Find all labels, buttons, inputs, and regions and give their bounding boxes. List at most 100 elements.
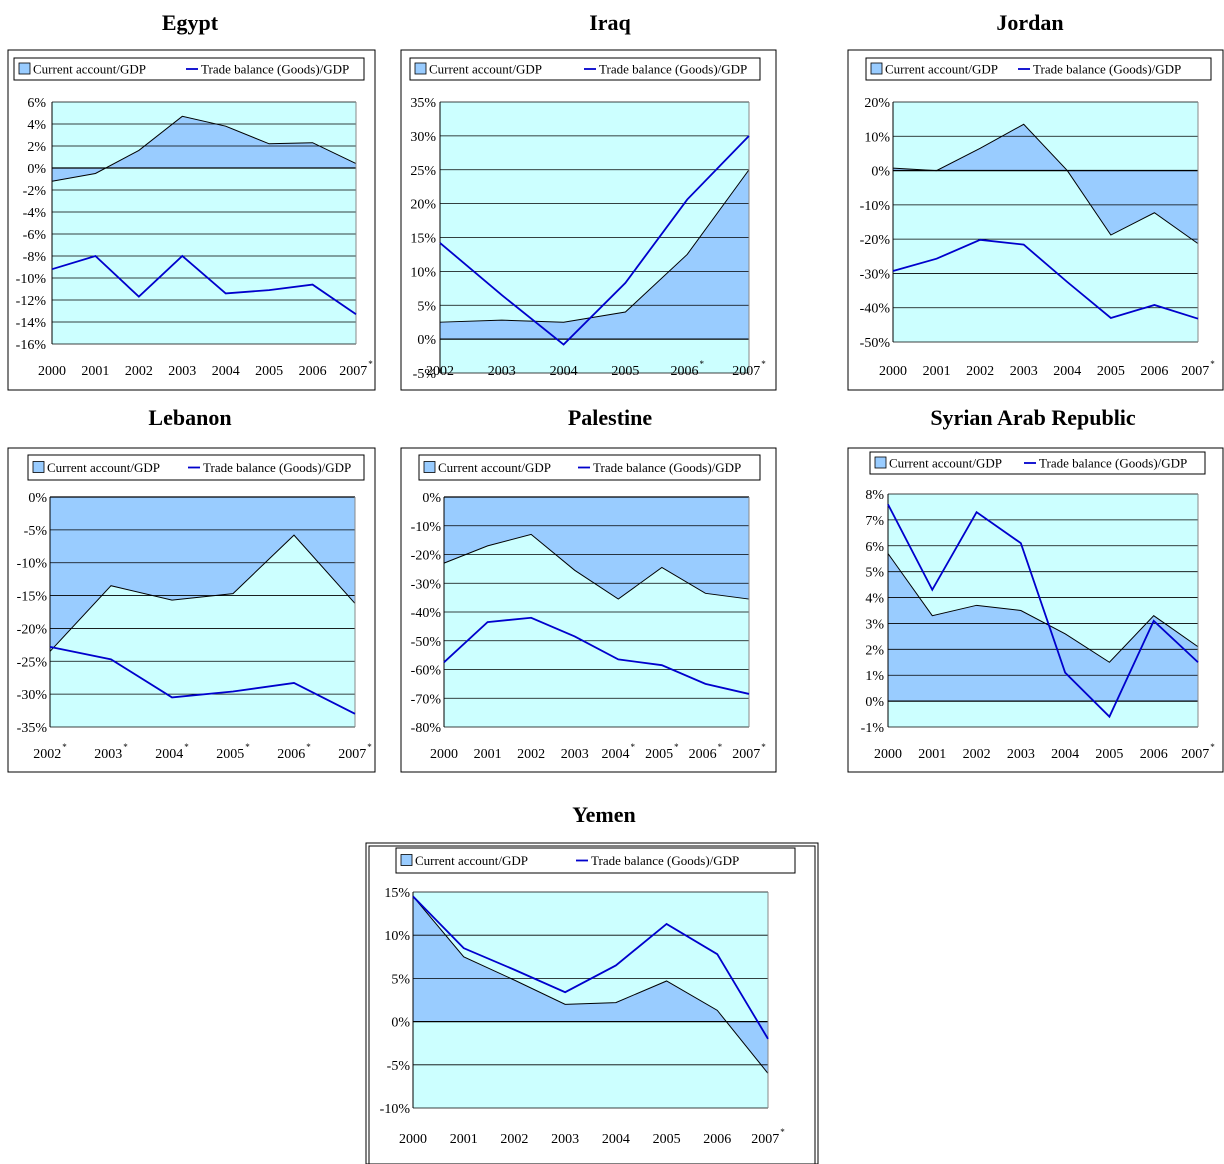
y-tick-label: -40% <box>860 302 891 317</box>
legend-swatch-area <box>870 62 883 75</box>
chart-title: Egypt <box>162 10 219 35</box>
legend-label: Current account/GDP <box>47 460 160 475</box>
y-tick-label: 0% <box>865 695 884 710</box>
series-area-current-account <box>413 896 768 1074</box>
series-area-outline <box>887 553 1199 663</box>
y-tick-label: 30% <box>410 130 436 145</box>
legend-label: Current account/GDP <box>33 62 146 77</box>
estimate-mark: * <box>674 742 679 752</box>
legend <box>27 454 365 481</box>
x-tick-label: 2006* <box>689 742 723 762</box>
estimate-mark: * <box>780 1127 785 1137</box>
x-tick-label: 2007* <box>1181 742 1215 762</box>
legend-label: Current account/GDP <box>885 62 998 77</box>
x-tick-label: 2001 <box>450 1132 478 1147</box>
y-tick-label: -2% <box>23 184 47 199</box>
y-tick-label: 3% <box>865 617 884 632</box>
series-line-trade-balance <box>892 238 1199 320</box>
series-area-current-account <box>440 169 749 340</box>
y-tick-label: 5% <box>865 566 884 581</box>
series-area-outline <box>443 533 750 600</box>
legend-label: Current account/GDP <box>415 853 528 868</box>
series-area-outline <box>892 123 1199 245</box>
x-tick-label: 2006 <box>1140 747 1168 762</box>
series-area-outline <box>412 895 769 1074</box>
chart-title: Yemen <box>572 802 636 827</box>
x-tick-label: 2003 <box>1010 364 1038 379</box>
legend-label: Trade balance (Goods)/GDP <box>1039 456 1187 471</box>
chart-panel-egypt: Egypt 6% 4% 2% 0% -2% -4% -6% -8% -10% -12% -14% -16… <box>7 10 376 391</box>
x-tick-label: 2001 <box>474 747 502 762</box>
legend-swatch-area <box>18 62 31 75</box>
estimate-mark: * <box>62 742 67 752</box>
x-tick-label: 2004 <box>1053 364 1081 379</box>
chart-title: Syrian Arab Republic <box>930 405 1136 430</box>
chart-panel-lebanon: Lebanon 0% -5% -10% -15% -20% -25% -30% -35% 2002… <box>7 405 376 773</box>
estimate-mark: * <box>306 742 311 752</box>
y-tick-label: 35% <box>410 96 436 111</box>
chart-title: Palestine <box>568 405 653 430</box>
y-tick-label: -50% <box>860 336 891 351</box>
x-tick-label: 2002 <box>125 364 153 379</box>
x-tick-label: 2006 <box>1140 364 1168 379</box>
y-tick-label: 0% <box>417 333 436 348</box>
x-tick-label: 2003 <box>551 1132 579 1147</box>
x-tick-label: 2000 <box>38 364 66 379</box>
y-tick-label: -35% <box>17 721 48 736</box>
series-line-trade-balance <box>412 895 769 1040</box>
y-tick-label: 4% <box>27 118 46 133</box>
y-tick-label: -30% <box>411 577 442 592</box>
x-tick-label: 2004 <box>602 1132 630 1147</box>
y-tick-label: 6% <box>27 96 46 111</box>
x-tick-label: 2002* <box>33 742 67 762</box>
x-tick-label: 2003 <box>168 364 196 379</box>
estimate-mark: * <box>699 359 704 369</box>
x-tick-label: 2004 <box>212 364 240 379</box>
y-tick-label: -8% <box>23 250 47 265</box>
y-tick-label: -10% <box>17 557 48 572</box>
x-tick-label: 2000 <box>874 747 902 762</box>
series-line-trade-balance <box>887 503 1199 719</box>
y-tick-label: -20% <box>411 549 442 564</box>
y-tick-label: 1% <box>865 669 884 684</box>
x-tick-label: 2007* <box>732 742 766 762</box>
x-tick-label: 2005 <box>653 1132 681 1147</box>
y-tick-label: 0% <box>391 1016 410 1031</box>
chart-panel-yemen: Yemen 15% 10% 5% 0% -5% -10% 2000 2001 2002 2003 20… <box>365 802 819 1164</box>
estimate-mark: * <box>1210 742 1215 752</box>
y-tick-label: -14% <box>16 316 47 331</box>
y-tick-label: -5% <box>387 1059 411 1074</box>
estimate-mark: * <box>123 742 128 752</box>
legend-label: Current account/GDP <box>889 456 1002 471</box>
y-tick-label: -6% <box>23 228 47 243</box>
y-tick-label: -70% <box>411 692 442 707</box>
legend <box>865 57 1212 81</box>
y-tick-label: 7% <box>865 514 884 529</box>
estimate-mark: * <box>368 359 373 369</box>
x-tick-label: 2002 <box>963 747 991 762</box>
x-tick-label: 2005 <box>1097 364 1125 379</box>
series-area-current-account <box>888 553 1198 702</box>
estimate-mark: * <box>761 359 766 369</box>
x-tick-label: 2001 <box>923 364 951 379</box>
legend <box>418 454 761 481</box>
x-tick-label: 2005 <box>1095 747 1123 762</box>
series-area-current-account <box>50 497 355 652</box>
legend-swatch-area <box>32 461 45 473</box>
x-tick-label: 2005 <box>611 364 639 379</box>
y-tick-label: -10% <box>380 1102 411 1117</box>
y-tick-label: 15% <box>384 886 410 901</box>
legend-label: Trade balance (Goods)/GDP <box>599 62 747 77</box>
x-tick-label: 2007* <box>338 742 372 762</box>
chart-panel-jordan: Jordan 20% 10% 0% -10% -20% -30% -40% -50% 2000 20… <box>847 10 1224 391</box>
estimate-mark: * <box>184 742 189 752</box>
y-tick-label: -16% <box>16 338 47 353</box>
x-tick-label: 2003 <box>488 364 516 379</box>
x-tick-label: 2007* <box>751 1127 785 1147</box>
y-tick-label: 4% <box>865 592 884 607</box>
estimate-mark: * <box>718 742 723 752</box>
legend <box>395 847 796 874</box>
series-area-outline <box>439 169 750 323</box>
estimate-mark: * <box>245 742 250 752</box>
